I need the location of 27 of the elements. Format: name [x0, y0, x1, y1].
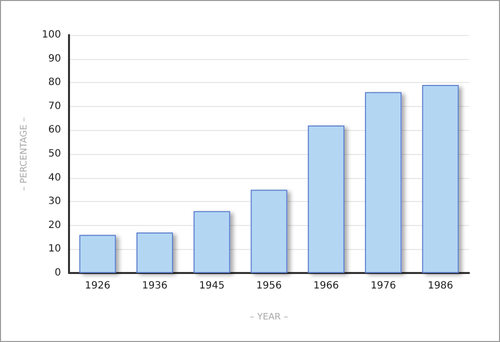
x-tick-label: 1936	[142, 280, 168, 292]
y-tick-label: 80	[48, 77, 61, 88]
bar	[79, 234, 116, 273]
y-tick-label: 50	[48, 148, 61, 160]
y-tick-label: 40	[48, 172, 61, 184]
y-tick-label: 70	[48, 100, 61, 112]
x-axis-title: – YEAR –	[250, 312, 289, 322]
x-tick-label: 1945	[199, 280, 225, 292]
x-tick-label: 1986	[428, 280, 454, 292]
y-tick-label: 90	[48, 53, 61, 64]
y-tick-label: 0	[54, 268, 61, 278]
x-tick-label: 1966	[313, 280, 339, 292]
y-tick-label: 10	[48, 244, 61, 255]
y-tick-label: 20	[48, 220, 61, 231]
bar	[422, 84, 459, 273]
x-tick-label: 1956	[256, 280, 282, 292]
bar	[365, 92, 402, 273]
y-tick-label: 30	[48, 196, 61, 208]
x-tick-label: 1926	[84, 280, 110, 292]
bar	[136, 232, 173, 273]
bar	[308, 125, 344, 273]
bar	[250, 190, 288, 273]
bar	[194, 211, 230, 273]
y-axis-title: – PERCENTAGE –	[20, 116, 30, 191]
x-tick-label: 1976	[370, 280, 396, 292]
y-tick-label: 60	[48, 124, 61, 136]
y-tick-label: 100	[42, 30, 61, 40]
